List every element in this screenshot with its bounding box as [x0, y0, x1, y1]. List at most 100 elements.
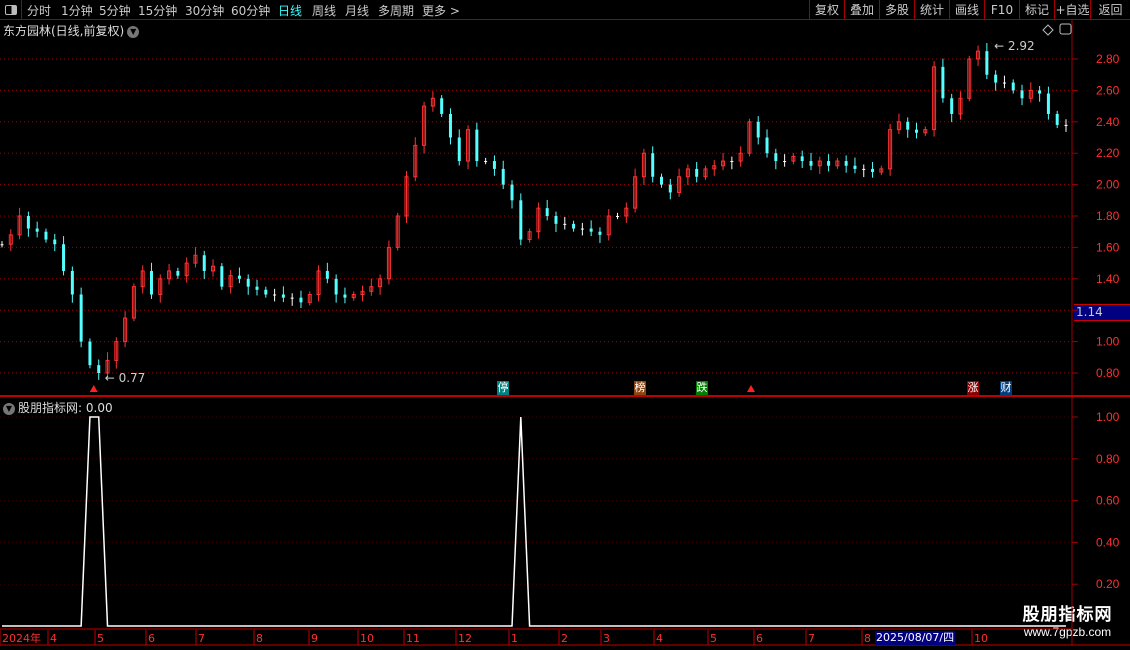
candle-body	[123, 317, 128, 343]
candle-body	[545, 208, 549, 216]
indicator-value: : 0.00	[78, 401, 113, 415]
price-tick-label: 1.40	[1096, 272, 1120, 286]
toolbar-button-4[interactable]: 画线	[949, 0, 984, 20]
period-tab-10[interactable]: 更多 >	[422, 4, 460, 18]
candle-body	[484, 161, 488, 163]
candle-body	[660, 176, 664, 185]
stock-title: 东方园林(日线,前复权)	[3, 24, 125, 38]
period-tab-6[interactable]: 日线	[278, 4, 303, 18]
price-tick-label: 2.20	[1096, 146, 1120, 160]
candle-body	[88, 341, 92, 366]
toolbar-button-2[interactable]: 多股	[879, 0, 914, 20]
candle-body	[1002, 82, 1006, 84]
toolbar-button-8[interactable]: 返回	[1090, 0, 1130, 20]
diamond-icon[interactable]	[1042, 24, 1054, 36]
toolbar-button-0[interactable]: 复权	[809, 0, 844, 20]
chevron-down-icon[interactable]: ▼	[127, 25, 140, 38]
indicator-title[interactable]: ▼ 股朋指标网: 0.00	[3, 399, 113, 416]
date-tick-label: 6	[148, 632, 155, 645]
candle-body	[220, 266, 224, 287]
candle-body	[703, 168, 708, 178]
candle-body	[598, 231, 602, 235]
price-tick-label: 0.80	[1096, 366, 1120, 380]
period-tab-5[interactable]: 60分钟	[231, 4, 271, 18]
candle-body	[994, 74, 998, 83]
event-marker-3[interactable]: 涨	[967, 381, 979, 395]
period-tab-4[interactable]: 30分钟	[185, 4, 225, 18]
chart-title[interactable]: 东方园林(日线,前复权) ▼	[3, 22, 140, 39]
candle-body	[668, 184, 672, 193]
candle-body	[651, 153, 655, 177]
date-tick-label: 2024年	[2, 631, 41, 645]
event-marker-4[interactable]: 财	[1000, 381, 1012, 395]
min-price-label: ← 0.77	[105, 371, 146, 385]
date-tick-label: 4	[50, 632, 57, 645]
candle-body	[307, 294, 312, 303]
candle-body	[281, 294, 285, 298]
candle-body	[536, 207, 541, 233]
candle-body	[519, 200, 523, 240]
candle-body	[264, 289, 268, 295]
panel-icon[interactable]	[1059, 23, 1072, 35]
chevron-down-icon[interactable]: ▼	[3, 402, 15, 415]
layout-toggle-button[interactable]	[0, 0, 22, 20]
period-tab-2[interactable]: 5分钟	[99, 4, 131, 18]
event-marker-0[interactable]: 停	[497, 381, 509, 395]
candle-body	[1064, 124, 1068, 126]
panel-icon	[4, 5, 17, 15]
candle-body	[791, 155, 796, 162]
candle-body	[202, 255, 206, 271]
toolbar-button-6[interactable]: 标记	[1019, 0, 1054, 20]
candle-body	[827, 161, 831, 166]
event-marker-2[interactable]: 跌	[696, 381, 708, 395]
candle-body	[475, 129, 479, 162]
period-tab-3[interactable]: 15分钟	[138, 4, 178, 18]
candle-body	[879, 168, 884, 173]
date-tick-label: 1	[511, 632, 518, 645]
candle-body	[325, 270, 329, 279]
date-tick-label: 10	[360, 632, 374, 645]
candle-body	[492, 161, 496, 169]
candle-body	[457, 137, 461, 162]
candle-body	[343, 294, 347, 298]
toolbar-button-1[interactable]: 叠加	[844, 0, 879, 20]
indicator-line	[2, 416, 1066, 627]
candle-body	[378, 278, 383, 288]
candle-body	[35, 228, 39, 232]
period-tab-0[interactable]: 分时	[27, 4, 52, 18]
period-tab-8[interactable]: 月线	[345, 4, 370, 18]
candle-body	[563, 223, 567, 225]
candle-body	[1046, 93, 1050, 114]
toolbar-button-5[interactable]: F10	[984, 0, 1019, 20]
candle-body	[835, 160, 840, 167]
period-tab-1[interactable]: 1分钟	[61, 4, 93, 18]
date-tick-label: 9	[311, 632, 318, 645]
toolbar-button-3[interactable]: 统计	[914, 0, 949, 20]
period-tab-9[interactable]: 多周期	[378, 4, 415, 18]
candle-body	[915, 129, 919, 133]
candle-body	[255, 286, 259, 290]
toolbar-button-7[interactable]: +自选	[1054, 0, 1090, 20]
candle-body	[685, 168, 690, 178]
candle-body	[747, 121, 752, 154]
candle-body	[906, 121, 910, 130]
candle-body	[360, 290, 365, 295]
price-tick-label: 2.00	[1096, 178, 1120, 192]
event-marker-1[interactable]: 榜	[634, 381, 646, 395]
candle-body	[501, 168, 505, 185]
candle-body	[976, 50, 981, 60]
candle-body	[422, 105, 427, 146]
candle-body	[440, 98, 444, 114]
candle-body	[8, 234, 13, 245]
candle-body	[176, 270, 180, 276]
candle-body	[738, 152, 743, 162]
candle-body	[765, 137, 769, 154]
candle-body	[395, 215, 400, 248]
price-tick-label: 1.80	[1096, 209, 1120, 223]
date-tick-label: 7	[198, 632, 205, 645]
candle-body	[1038, 90, 1042, 94]
candle-body	[1020, 90, 1024, 99]
period-tab-7[interactable]: 周线	[312, 4, 337, 18]
date-tick-label: 10	[974, 632, 988, 645]
